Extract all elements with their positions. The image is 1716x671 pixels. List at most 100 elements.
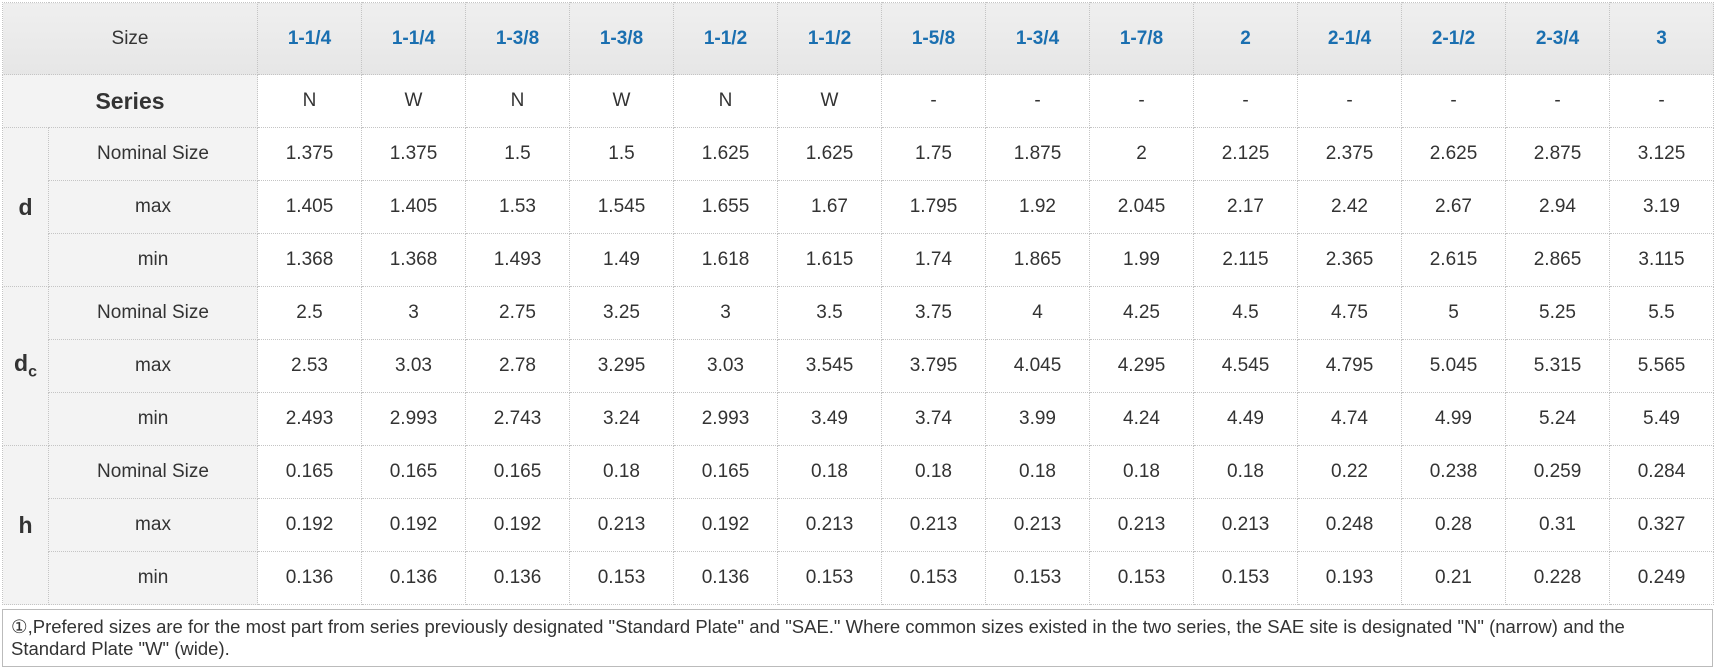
value-cell: 0.18 xyxy=(1193,445,1298,499)
value-cell: 0.192 xyxy=(673,498,778,552)
value-cell: 3 xyxy=(361,286,466,340)
series-cell: W xyxy=(361,74,466,128)
series-cell: N xyxy=(673,74,778,128)
value-cell: 0.238 xyxy=(1401,445,1506,499)
value-cell: 3.03 xyxy=(361,339,466,393)
value-cell: 0.213 xyxy=(1089,498,1194,552)
value-cell: 3.74 xyxy=(881,392,986,446)
value-cell: 0.284 xyxy=(1609,445,1714,499)
value-cell: 5.565 xyxy=(1609,339,1714,393)
row-label: max xyxy=(48,498,258,552)
value-cell: 0.136 xyxy=(361,551,466,605)
value-cell: 0.21 xyxy=(1401,551,1506,605)
value-cell: 5 xyxy=(1401,286,1506,340)
value-cell: 0.153 xyxy=(881,551,986,605)
data-row: max 2.53 3.03 2.78 3.295 3.03 3.545 3.795 4.045 4… xyxy=(3,339,1714,393)
value-cell: 0.213 xyxy=(569,498,674,552)
value-cell: 3.795 xyxy=(881,339,986,393)
size-label: Size xyxy=(2,2,258,75)
value-cell: 4.25 xyxy=(1089,286,1194,340)
value-cell: 0.165 xyxy=(673,445,778,499)
value-cell: 0.165 xyxy=(465,445,570,499)
data-row: min 2.493 2.993 2.743 3.24 2.993 3.49 3.74 3.99 4… xyxy=(3,392,1714,446)
value-cell: 4.545 xyxy=(1193,339,1298,393)
value-cell: 2.17 xyxy=(1193,180,1298,234)
value-cell: 2.125 xyxy=(1193,127,1298,181)
value-cell: 0.165 xyxy=(257,445,362,499)
group-symbol: d xyxy=(14,350,29,377)
value-cell: 0.153 xyxy=(1193,551,1298,605)
value-cell: 3.545 xyxy=(777,339,882,393)
row-label: max xyxy=(48,339,258,393)
value-cell: 0.153 xyxy=(985,551,1090,605)
series-cell: W xyxy=(569,74,674,128)
value-cell: 2.993 xyxy=(361,392,466,446)
value-cell: 1.405 xyxy=(361,180,466,234)
series-cell: - xyxy=(1089,74,1194,128)
value-cell: 3.75 xyxy=(881,286,986,340)
series-cell: N xyxy=(257,74,362,128)
size-cell: 1-7/8 xyxy=(1089,2,1194,75)
value-cell: 3.125 xyxy=(1609,127,1714,181)
value-cell: 1.5 xyxy=(569,127,674,181)
value-cell: 3.25 xyxy=(569,286,674,340)
value-cell: 0.153 xyxy=(777,551,882,605)
row-label: Nominal Size xyxy=(48,286,258,340)
value-cell: 2.743 xyxy=(465,392,570,446)
value-cell: 0.248 xyxy=(1297,498,1402,552)
row-label: Nominal Size xyxy=(48,127,258,181)
size-cell: 1-1/4 xyxy=(361,2,466,75)
value-cell: 5.24 xyxy=(1505,392,1610,446)
row-label: max xyxy=(48,180,258,234)
value-cell: 1.795 xyxy=(881,180,986,234)
series-cell: N xyxy=(465,74,570,128)
header-row: Size 1-1/4 1-1/4 1-3/8 1-3/8 1-1/2 1-1/2 1-5/8 1… xyxy=(2,2,1714,75)
value-cell: 3.99 xyxy=(985,392,1090,446)
series-cell: - xyxy=(1505,74,1610,128)
value-cell: 0.18 xyxy=(881,445,986,499)
value-cell: 0.193 xyxy=(1297,551,1402,605)
value-cell: 3.19 xyxy=(1609,180,1714,234)
series-cell: W xyxy=(777,74,882,128)
value-cell: 4.99 xyxy=(1401,392,1506,446)
value-cell: 1.655 xyxy=(673,180,778,234)
size-cell: 1-3/4 xyxy=(985,2,1090,75)
value-cell: 2.865 xyxy=(1505,233,1610,287)
value-cell: 3.115 xyxy=(1609,233,1714,287)
value-cell: 0.213 xyxy=(777,498,882,552)
value-cell: 1.92 xyxy=(985,180,1090,234)
value-cell: 4.49 xyxy=(1193,392,1298,446)
value-cell: 0.192 xyxy=(465,498,570,552)
value-cell: 3.03 xyxy=(673,339,778,393)
size-cell: 2-1/2 xyxy=(1401,2,1506,75)
size-cell: 1-3/8 xyxy=(569,2,674,75)
value-cell: 0.327 xyxy=(1609,498,1714,552)
data-row: max 0.192 0.192 0.192 0.213 0.192 0.213 0.213 0.… xyxy=(3,498,1714,552)
value-cell: 1.99 xyxy=(1089,233,1194,287)
value-cell: 1.618 xyxy=(673,233,778,287)
value-cell: 0.31 xyxy=(1505,498,1610,552)
value-cell: 1.405 xyxy=(257,180,362,234)
value-cell: 1.53 xyxy=(465,180,570,234)
group-symbol: d xyxy=(18,193,33,220)
value-cell: 0.165 xyxy=(361,445,466,499)
size-cell: 1-1/2 xyxy=(777,2,882,75)
size-cell: 3 xyxy=(1609,2,1714,75)
value-cell: 1.615 xyxy=(777,233,882,287)
group-symbol: h xyxy=(18,511,33,538)
row-label: min xyxy=(48,233,258,287)
group-subscript: c xyxy=(28,363,37,381)
size-cell: 2-3/4 xyxy=(1505,2,1610,75)
data-row: dc Nominal Size 2.5 3 2.75 3.25 3 3.5 3.75 4 4.25 4… xyxy=(2,286,1714,446)
footnote: ①,Prefered sizes are for the most part f… xyxy=(2,609,1713,667)
value-cell: 5.5 xyxy=(1609,286,1714,340)
value-cell: 2.75 xyxy=(465,286,570,340)
value-cell: 1.5 xyxy=(465,127,570,181)
value-cell: 1.865 xyxy=(985,233,1090,287)
value-cell: 4.75 xyxy=(1297,286,1402,340)
value-cell: 1.375 xyxy=(361,127,466,181)
row-label: min xyxy=(48,551,258,605)
series-row: Series N W N W N W - - - - - - - - xyxy=(2,74,1714,128)
value-cell: 0.136 xyxy=(465,551,570,605)
